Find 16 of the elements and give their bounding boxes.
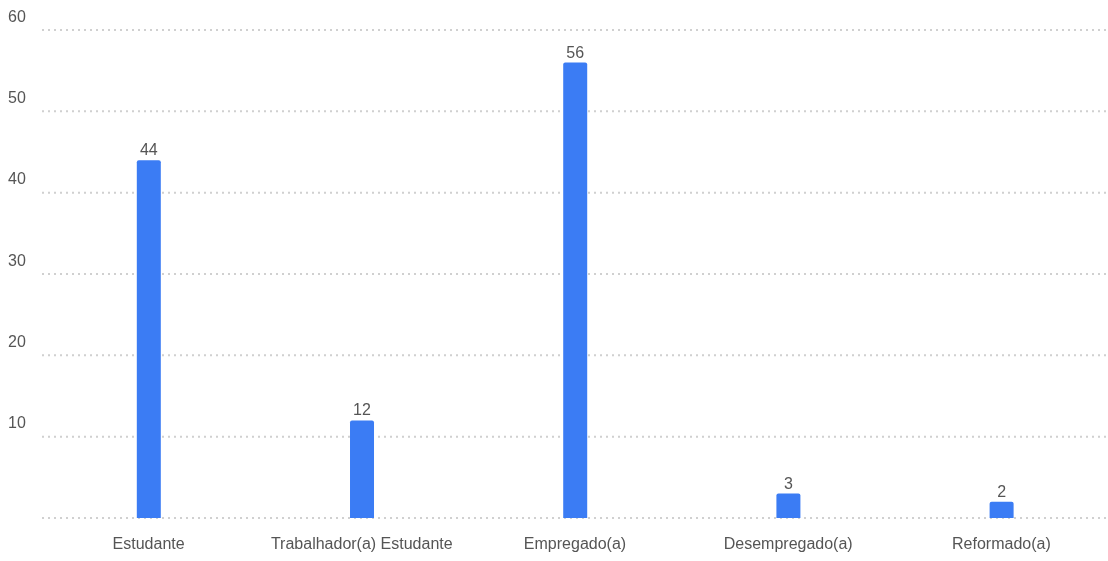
data-label: 2	[997, 482, 1007, 500]
y-tick-label: 20	[8, 333, 26, 351]
y-tick-label: 10	[8, 414, 26, 432]
y-tick-label: 40	[8, 170, 26, 188]
x-tick-label: Estudante	[112, 535, 185, 553]
y-tick-label: 30	[8, 251, 26, 269]
y-tick-label: 60	[8, 7, 26, 25]
x-tick-label: Empregado(a)	[523, 535, 627, 553]
data-label: 12	[353, 401, 372, 419]
data-label: 3	[783, 474, 793, 492]
data-label: 44	[139, 141, 158, 159]
x-tick-label: Trabalhador(a) Estudante	[270, 535, 453, 553]
y-tick-label: 50	[8, 89, 26, 107]
x-tick-label: Reformado(a)	[952, 535, 1051, 553]
data-label: 56	[566, 43, 585, 61]
x-tick-label: Desempregado(a)	[723, 535, 853, 553]
